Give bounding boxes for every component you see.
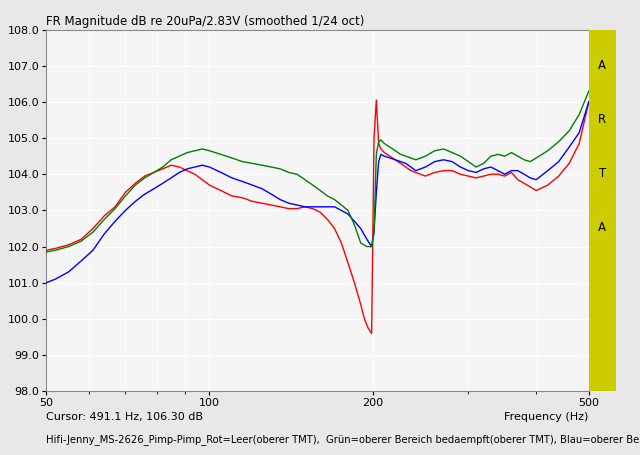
- Text: R: R: [598, 113, 606, 126]
- Text: Frequency (Hz): Frequency (Hz): [504, 412, 589, 422]
- Text: FR Magnitude dB re 20uPa/2.83V (smoothed 1/24 oct): FR Magnitude dB re 20uPa/2.83V (smoothed…: [46, 15, 364, 28]
- Text: Cursor: 491.1 Hz, 106.30 dB: Cursor: 491.1 Hz, 106.30 dB: [46, 412, 203, 422]
- Text: Hifi-Jenny_MS-2626_Pimp-Pimp_Rot=Leer(oberer TMT),  Grün=oberer Bereich bedaempf: Hifi-Jenny_MS-2626_Pimp-Pimp_Rot=Leer(ob…: [46, 435, 640, 445]
- Text: T: T: [598, 167, 606, 180]
- Text: A: A: [598, 59, 606, 71]
- Text: A: A: [598, 221, 606, 234]
